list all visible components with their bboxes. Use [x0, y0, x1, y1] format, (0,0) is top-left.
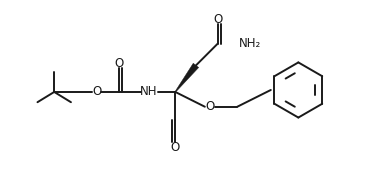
Text: O: O: [213, 13, 222, 26]
Text: O: O: [114, 57, 124, 70]
Polygon shape: [175, 63, 199, 92]
Text: O: O: [92, 85, 101, 98]
Text: O: O: [171, 141, 180, 154]
Text: NH: NH: [140, 85, 158, 98]
Text: O: O: [205, 100, 215, 113]
Text: NH₂: NH₂: [239, 37, 262, 50]
